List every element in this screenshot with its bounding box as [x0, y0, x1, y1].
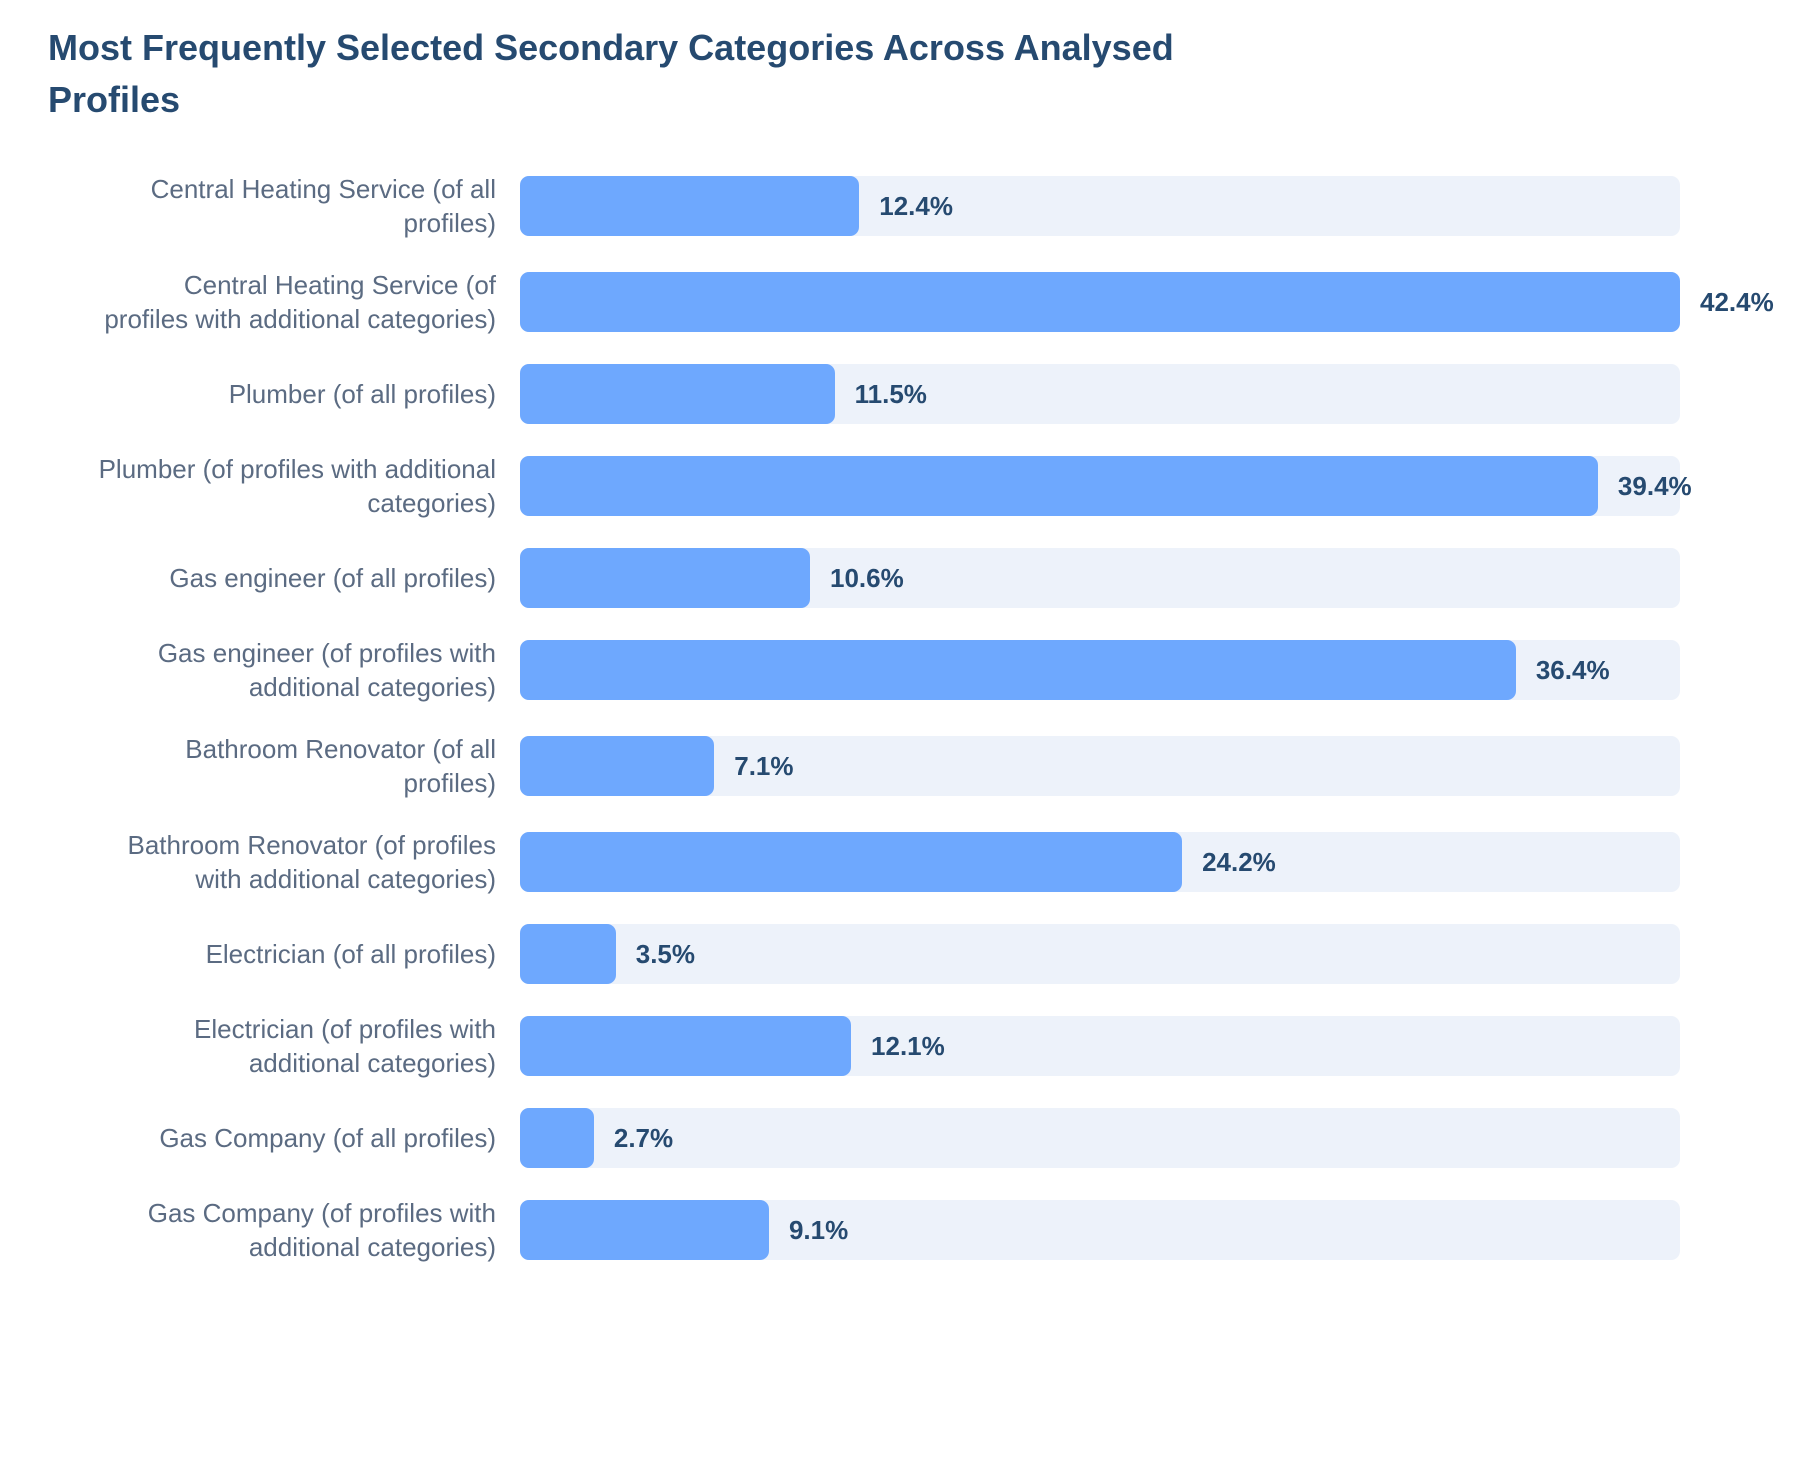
value-label: 2.7% [613, 1123, 674, 1153]
bar-row: Gas engineer (of all profiles) 10.6% [48, 548, 1768, 608]
category-label: Central Heating Service (of profiles wit… [104, 270, 496, 334]
value-label: 12.4% [879, 191, 953, 221]
bar [520, 1016, 852, 1076]
category-label: Gas engineer (of all profiles) [169, 563, 496, 593]
bar-track: 7.1% [520, 736, 1680, 796]
category-label: Bathroom Renovator (of all profiles) [185, 734, 496, 798]
bar-row: Plumber (of all profiles) 11.5% [48, 364, 1768, 424]
bar-track: 42.4% [520, 272, 1774, 332]
bar [520, 272, 1680, 332]
category-label: Bathroom Renovator (of profiles with add… [127, 830, 496, 894]
value-label: 9.1% [788, 1215, 849, 1245]
bar-track: 36.4% [520, 640, 1680, 700]
bar-track: 10.6% [520, 548, 1680, 608]
value-label: 7.1% [734, 751, 794, 781]
bar-row: Central Heating Service (of profiles wit… [48, 268, 1774, 336]
bar [520, 736, 715, 796]
category-label: Plumber (of all profiles) [228, 379, 496, 409]
bar-row: Gas Company (of profiles with additional… [48, 1196, 1768, 1264]
category-label: Electrician (of all profiles) [205, 939, 496, 969]
bar-list: Central Heating Service (of all profiles… [48, 172, 1774, 1264]
category-label: Gas Company (of profiles with additional… [147, 1198, 496, 1262]
category-label: Plumber (of profiles with additional cat… [98, 454, 496, 518]
bar-track: 12.4% [520, 176, 1680, 236]
bar-row: Bathroom Renovator (of profiles with add… [48, 828, 1768, 896]
bar-track: 39.4% [520, 456, 1692, 516]
bar-track: 12.1% [520, 1016, 1680, 1076]
bar [520, 1108, 594, 1168]
value-label: 24.2% [1202, 847, 1276, 877]
bar-row: Central Heating Service (of all profiles… [48, 172, 1768, 240]
category-label: Gas engineer (of profiles with additiona… [157, 638, 496, 702]
bar [520, 456, 1598, 516]
bar-row: Electrician (of profiles with additional… [48, 1012, 1768, 1080]
bar [520, 176, 860, 236]
bar-row: Gas Company (of all profiles) 2.7% [48, 1108, 1768, 1168]
value-label: 39.4% [1617, 471, 1692, 501]
chart-title: Most Frequently Selected Secondary Categ… [48, 27, 1174, 120]
bar [520, 548, 810, 608]
bar-row: Bathroom Renovator (of all profiles) 7.1% [48, 732, 1768, 800]
bar-track: 3.5% [520, 924, 1680, 984]
value-label: 36.4% [1535, 655, 1610, 685]
category-label: Electrician (of profiles with additional… [194, 1014, 496, 1078]
bar-row: Electrician (of all profiles) 3.5% [48, 924, 1768, 984]
bar [520, 640, 1516, 700]
bar [520, 1200, 769, 1260]
value-label: 42.4% [1700, 287, 1774, 317]
bar-track: 24.2% [520, 832, 1680, 892]
bar-track: 9.1% [520, 1200, 1680, 1260]
bar-row: Gas engineer (of profiles with additiona… [48, 636, 1768, 704]
bar-track: 2.7% [520, 1108, 1680, 1168]
value-label: 10.6% [830, 563, 904, 593]
bar-track: 11.5% [520, 364, 1680, 424]
bar-row: Plumber (of profiles with additional cat… [48, 452, 1768, 520]
category-label: Gas Company (of all profiles) [159, 1123, 496, 1153]
value-label: 12.1% [871, 1031, 945, 1061]
bar [520, 832, 1183, 892]
value-label: 11.5% [854, 379, 927, 409]
category-label: Central Heating Service (of all profiles… [150, 174, 496, 238]
bar [520, 924, 616, 984]
bar [520, 364, 835, 424]
value-label: 3.5% [635, 939, 696, 969]
